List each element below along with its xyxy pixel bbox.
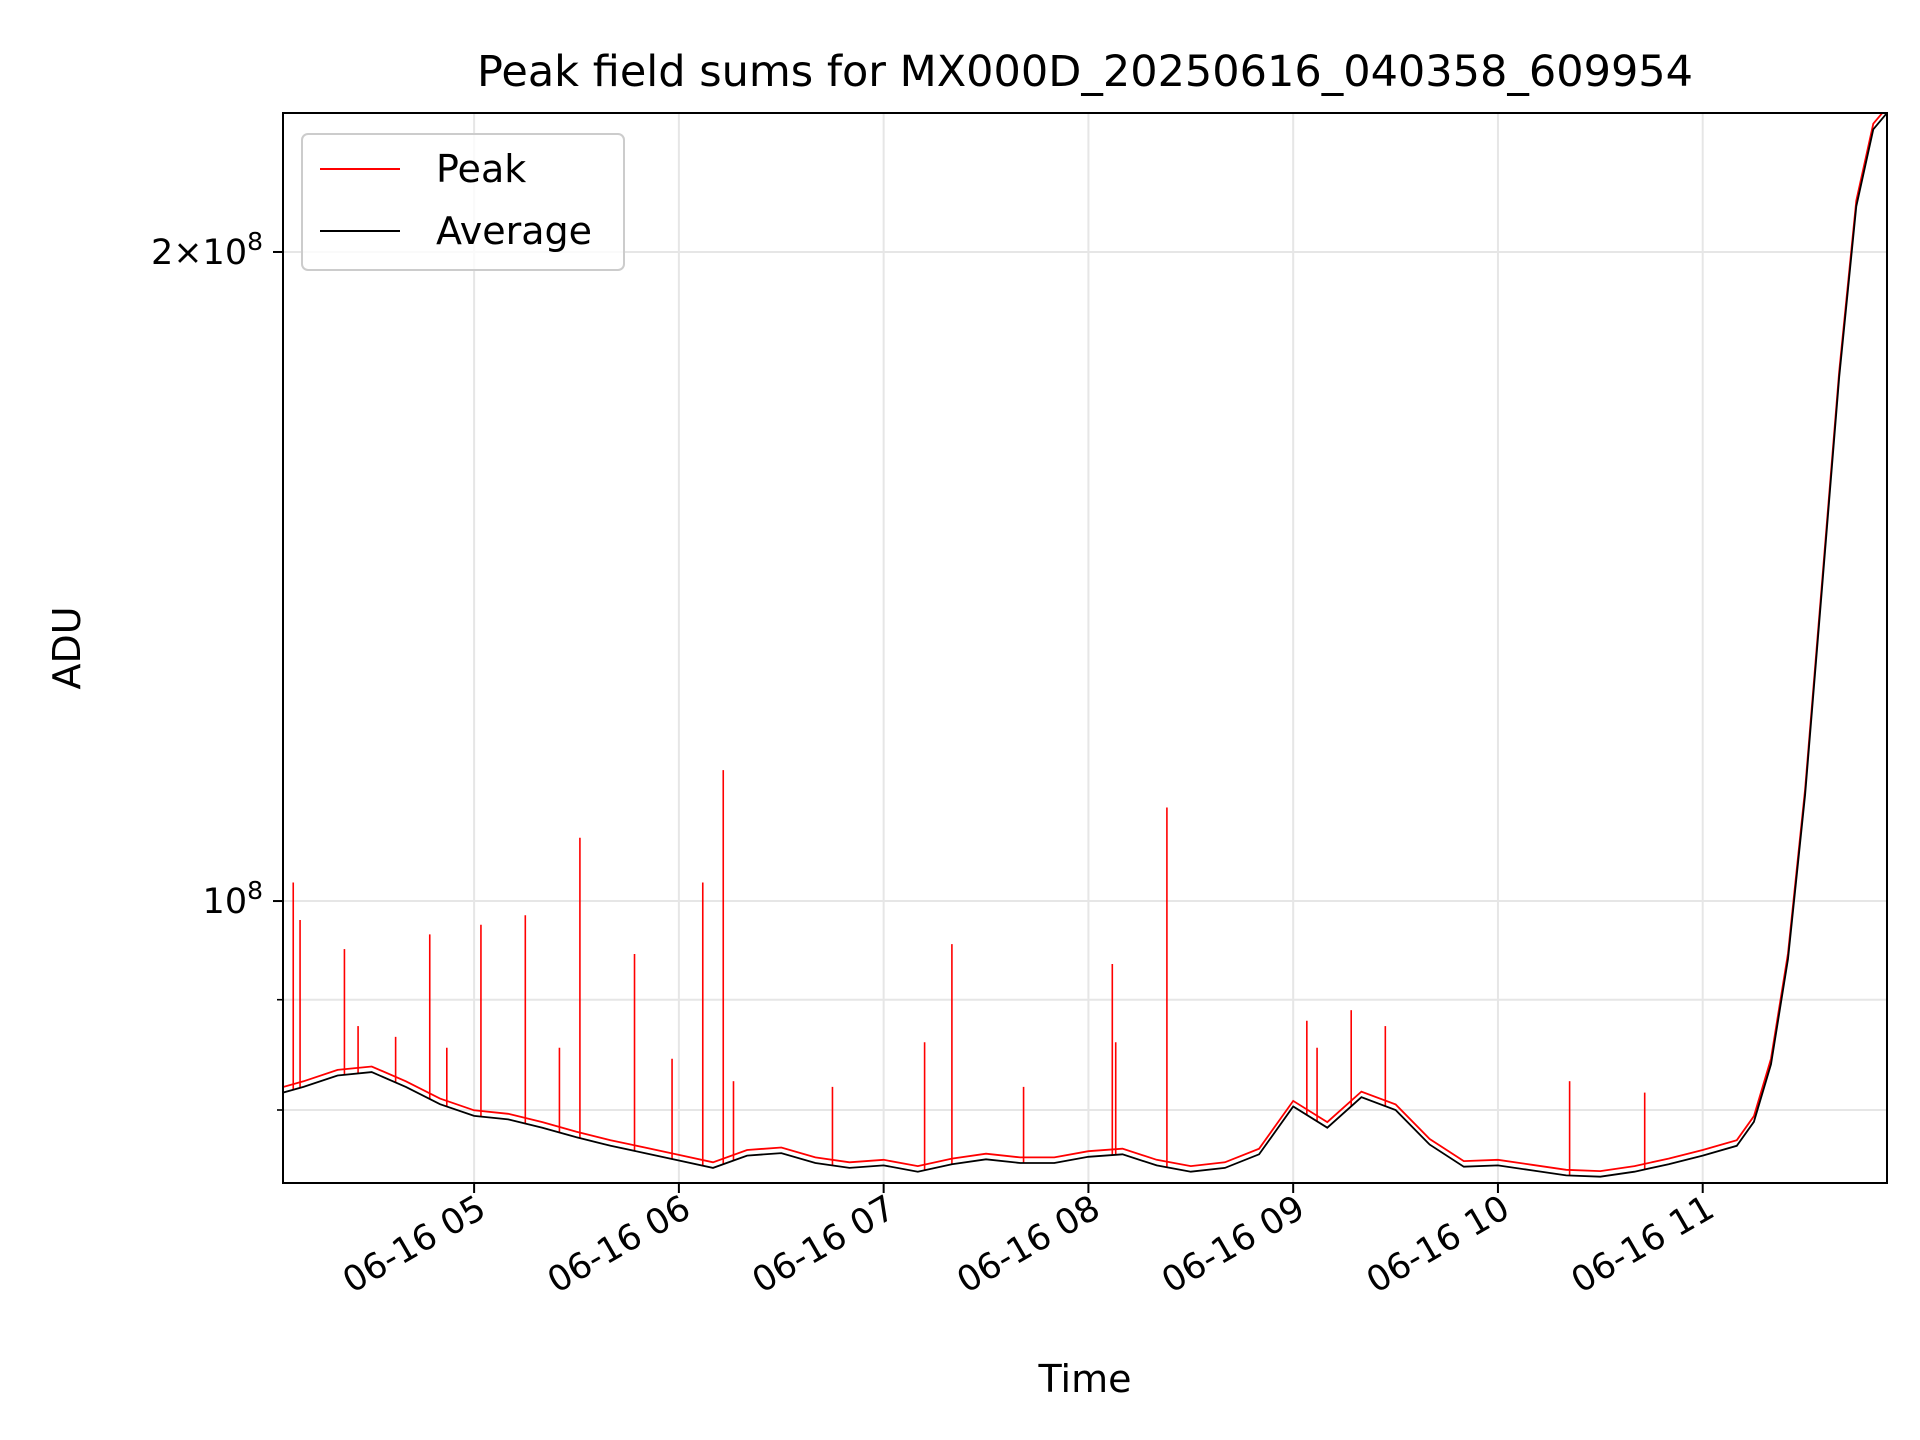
y-tick-label: 2×108 <box>151 227 263 273</box>
y-tick-coef: 2 <box>151 233 173 273</box>
legend-label-peak: Peak <box>436 147 526 191</box>
y-tick-label: 108 <box>203 876 263 922</box>
legend: Peak Average <box>301 133 625 271</box>
y-tick-exp: 8 <box>247 876 263 905</box>
chart-title: Peak field sums for MX000D_20250616_0403… <box>477 47 1693 97</box>
series-group <box>283 113 1887 1178</box>
y-tick-base: 10 <box>203 233 248 273</box>
legend-label-average: Average <box>436 209 592 253</box>
grid <box>283 113 1887 1183</box>
y-tick-exp: 8 <box>247 227 263 256</box>
plot-frame <box>282 112 1888 1184</box>
series-peak-line <box>283 113 1884 1173</box>
x-axis-label: Time <box>1038 1357 1132 1401</box>
y-axis-label: ADU <box>45 606 89 689</box>
series-average-line <box>283 113 1887 1178</box>
y-tick-base: 10 <box>203 882 248 922</box>
y-tick-times: × <box>173 233 202 273</box>
